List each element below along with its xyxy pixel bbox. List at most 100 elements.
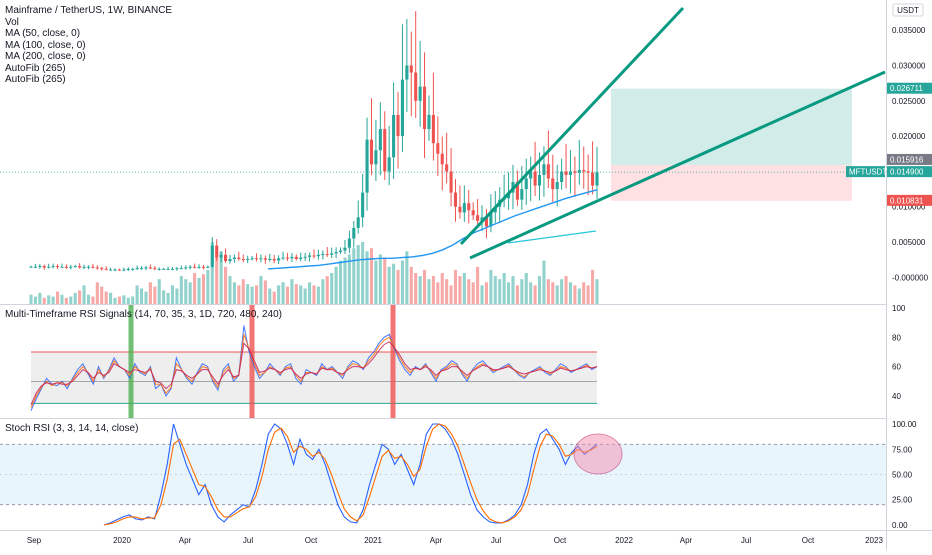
stoch-tick-label: 100.00: [892, 420, 917, 429]
price-label-text: 0.026711: [890, 84, 923, 93]
candle-body: [515, 182, 519, 200]
volume-bar: [60, 294, 64, 304]
price-label: [887, 194, 932, 206]
symbol-tag: [846, 166, 885, 178]
price-label: [887, 82, 932, 94]
x-tick-label: Oct: [802, 536, 815, 545]
x-tick-label: Jul: [243, 536, 253, 545]
candle-body: [453, 192, 458, 207]
candle-body: [458, 206, 462, 213]
volume-bar: [520, 279, 524, 304]
volume-bar: [281, 282, 285, 304]
candle-body: [254, 258, 259, 260]
y-tick-label: -0.000000: [892, 273, 929, 282]
y-tick-label: 0.010000: [892, 203, 926, 212]
stoch-band: [0, 444, 886, 505]
candle-body: [361, 192, 365, 218]
volume-bar: [303, 288, 307, 304]
candle-body: [100, 268, 104, 270]
volume-bar: [184, 279, 188, 304]
volume-bar: [409, 266, 413, 304]
candle-body: [259, 258, 263, 260]
volume-bar: [396, 269, 400, 304]
rsi-tick-label: 100: [892, 304, 906, 313]
x-tick-label: 2021: [364, 536, 382, 545]
volume-bar: [405, 251, 409, 304]
volume-bar: [338, 260, 343, 304]
volume-bar: [573, 285, 577, 304]
volume-bar: [524, 273, 528, 304]
volume-bar: [476, 266, 480, 304]
volume-bar: [55, 291, 60, 304]
candle-body: [250, 258, 254, 260]
currency-label: USDT: [897, 6, 919, 15]
candle-body: [489, 212, 493, 227]
volume-bar: [325, 276, 329, 304]
volume-bar: [498, 279, 502, 304]
volume-bar: [533, 285, 537, 304]
lower-trendline: [469, 70, 886, 260]
volume-bar: [356, 245, 360, 304]
volume-bar: [347, 254, 351, 304]
volume-bar: [82, 285, 86, 304]
volume-bar: [259, 276, 263, 304]
volume-bar: [546, 279, 550, 304]
x-tick-label: 2022: [615, 536, 633, 545]
chart-title[interactable]: Mainframe / TetherUS, 1W, BINANCE: [5, 5, 173, 16]
candle-body: [591, 172, 595, 186]
candle-body: [409, 65, 413, 73]
candle-body: [51, 266, 55, 268]
legend-vol[interactable]: Vol: [5, 16, 19, 28]
volume-bar: [51, 296, 55, 304]
stoch-pane-title[interactable]: Stoch RSI (3, 3, 14, 14, close): [5, 423, 139, 434]
candle-body: [471, 210, 475, 216]
volume-bar: [529, 282, 533, 304]
candle-body: [299, 257, 303, 259]
volume-bar: [153, 286, 157, 304]
rsi-pane-title[interactable]: Multi-Timeframe RSI Signals (14, 70, 35,…: [5, 309, 282, 320]
volume-bar: [480, 285, 484, 304]
volume-bar: [64, 297, 68, 304]
rsi-tick-label: 80: [892, 333, 901, 342]
volume-bar: [131, 296, 135, 304]
candle-body: [374, 150, 378, 165]
volume-bar: [591, 269, 595, 304]
rsi-sell-signal: [390, 305, 396, 418]
candle-body: [356, 217, 360, 228]
legend-autofib-2[interactable]: AutoFib (265): [5, 74, 66, 85]
volume-bar: [175, 288, 179, 304]
y-tick-label: 0.020000: [892, 132, 926, 141]
main-legend: Mainframe / TetherUS, 1W, BINANCE Vol MA…: [5, 5, 172, 86]
candle-body: [387, 157, 391, 172]
candle-body: [520, 189, 524, 200]
candle-body: [224, 254, 228, 262]
candle-body: [440, 153, 444, 165]
y-tick-label: 0.030000: [892, 61, 926, 70]
volume-bar: [246, 284, 250, 304]
candle-body: [533, 171, 537, 186]
legend-ma-100[interactable]: MA (100, close, 0): [5, 39, 86, 51]
volume-bar: [162, 290, 166, 304]
candle-body: [586, 171, 590, 173]
volume-bar: [73, 292, 77, 304]
volume-bar: [458, 276, 462, 304]
candle-body: [104, 268, 108, 270]
candle-body: [113, 269, 117, 271]
candle-body: [400, 79, 404, 137]
volume-bar: [139, 288, 144, 304]
volume-bar: [462, 273, 466, 304]
symbol-tag-text: MFTUSDT: [849, 168, 887, 177]
volume-bar: [542, 260, 546, 304]
volume-bar: [321, 279, 325, 304]
volume-bar: [564, 276, 568, 304]
candle-body: [175, 268, 179, 270]
y-tick-label: 0.005000: [892, 238, 926, 247]
legend-ma-50[interactable]: MA (50, close, 0): [5, 28, 81, 39]
volume-bar: [215, 257, 219, 304]
legend-autofib-1[interactable]: AutoFib (265): [5, 62, 66, 74]
volume-bar: [484, 282, 489, 304]
candle-body: [595, 172, 599, 186]
candle-body: [73, 266, 77, 268]
legend-ma-200[interactable]: MA (200, close, 0): [5, 51, 86, 62]
